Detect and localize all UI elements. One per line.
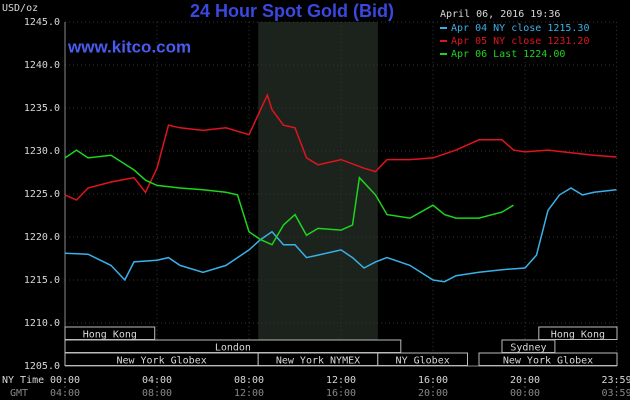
x-tick-label: 12:00	[326, 375, 356, 386]
session-label: New York Globex	[116, 355, 206, 366]
x2-tick-label: 08:00	[142, 388, 172, 399]
y-tick-label: 1240.0	[24, 60, 60, 71]
y-tick-label: 1210.0	[24, 318, 60, 329]
session-label: London	[215, 342, 251, 353]
legend-label: Apr 05 NY close 1231.20	[451, 36, 589, 47]
subtitle: www.kitco.com	[67, 37, 191, 56]
series-line	[64, 149, 514, 246]
y-tick-label: 1230.0	[24, 146, 60, 157]
session-label: Sydney	[510, 342, 546, 353]
x-tick-label: 16:00	[418, 375, 448, 386]
session-label: New York Globex	[503, 355, 593, 366]
x2-tick-label: 03:59	[601, 388, 630, 399]
y-tick-label: 1220.0	[24, 232, 60, 243]
session-label: Hong Kong	[83, 329, 137, 340]
y-tick-label: 1235.0	[24, 103, 60, 114]
session-box	[538, 326, 618, 340]
session-box	[377, 352, 468, 366]
x-axis-label: NY Time	[2, 375, 44, 386]
x2-tick-label: 00:00	[510, 388, 540, 399]
y-tick-label: 1225.0	[24, 189, 60, 200]
x2-tick-label: 04:00	[50, 388, 80, 399]
chart-title: 24 Hour Spot Gold (Bid)	[190, 1, 394, 21]
legend-label: Apr 06 Last 1224.00	[451, 49, 565, 60]
series-line	[64, 93, 617, 201]
x-tick-label: 23:59	[601, 375, 630, 386]
x2-tick-label: 12:00	[234, 388, 264, 399]
legend-label: Apr 04 NY close 1215.30	[451, 23, 589, 34]
x2-tick-label: 20:00	[418, 388, 448, 399]
session-label: New York NYMEX	[276, 355, 360, 366]
x-tick-label: 00:00	[50, 375, 80, 386]
y-tick-label: 1245.0	[24, 17, 60, 28]
y-axis-label: USD/oz	[2, 3, 38, 14]
session-label: Hong Kong	[551, 329, 605, 340]
x-tick-label: 04:00	[142, 375, 172, 386]
session-label: NY Globex	[396, 355, 450, 366]
x2-axis-label: GMT	[10, 388, 28, 399]
y-tick-label: 1215.0	[24, 275, 60, 286]
x-tick-label: 20:00	[510, 375, 540, 386]
series-line	[64, 187, 617, 283]
x2-tick-label: 16:00	[326, 388, 356, 399]
session-box	[478, 352, 618, 366]
y-tick-label: 1205.0	[24, 361, 60, 372]
timestamp: April 06, 2016 19:36	[440, 9, 560, 20]
x-tick-label: 08:00	[234, 375, 264, 386]
